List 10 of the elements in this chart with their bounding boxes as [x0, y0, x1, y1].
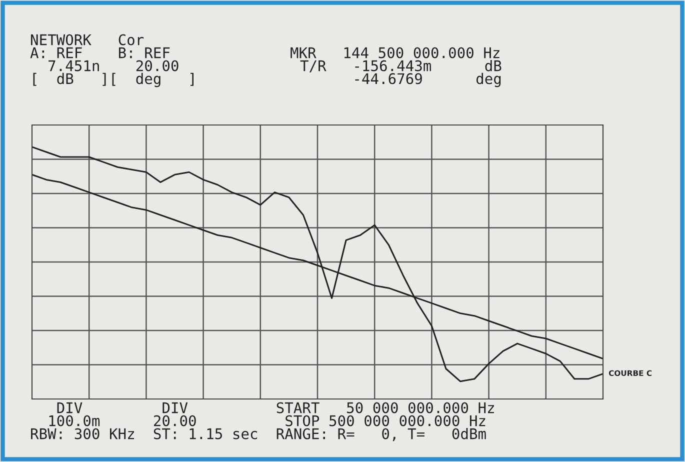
text: A: REF B: REF	[30, 47, 170, 58]
text: T/R -156.443m dB	[300, 60, 502, 72]
text: MKR 144 500 000.000 Hz	[290, 47, 500, 58]
text: RBW: 300 KHz ST: 1.15 sec RANGE: R= 0, T= 0dBm	[31, 428, 486, 442]
text: DIV DIV START 50 000 000.000 Hz	[57, 402, 494, 414]
text: NETWORK Cor	[30, 34, 144, 46]
text: 7.451n 20.00	[48, 60, 178, 72]
text: -44.6769 deg	[355, 72, 501, 88]
text: [ dB ][ deg ]	[33, 72, 194, 88]
text: 100.0m 20.00 STOP 500 000 000.000 Hz	[49, 415, 486, 426]
